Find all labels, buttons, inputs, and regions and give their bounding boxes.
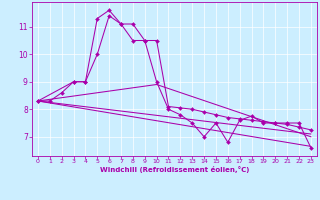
X-axis label: Windchill (Refroidissement éolien,°C): Windchill (Refroidissement éolien,°C) [100, 166, 249, 173]
